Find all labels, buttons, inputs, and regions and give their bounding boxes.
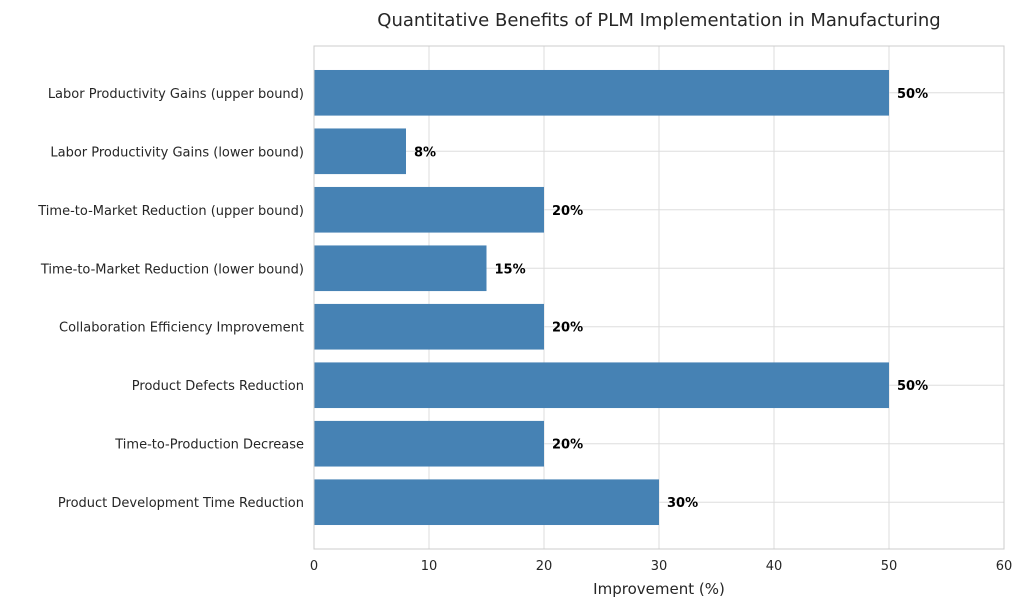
chart-title: Quantitative Benefits of PLM Implementat… xyxy=(377,10,940,31)
data-label: 50% xyxy=(897,87,928,102)
bar xyxy=(314,420,544,467)
x-tick-labels: 0 10 20 30 40 50 60 xyxy=(310,559,1012,574)
x-tick-label: 20 xyxy=(536,559,553,574)
data-label: 20% xyxy=(552,321,583,336)
x-tick-label: 50 xyxy=(881,559,898,574)
x-tick-label: 0 xyxy=(310,559,318,574)
y-tick-label: Labor Productivity Gains (upper bound) xyxy=(48,87,304,102)
data-label: 20% xyxy=(552,438,583,453)
bar xyxy=(314,69,889,116)
data-label: 8% xyxy=(414,145,436,160)
y-tick-label: Product Development Time Reduction xyxy=(58,496,304,511)
data-labels: 50% 8% 20% 15% 20% 50% 20% 30% xyxy=(414,87,928,511)
bar xyxy=(314,303,544,350)
bar xyxy=(314,245,487,292)
x-tick-label: 40 xyxy=(766,559,783,574)
x-axis-label: Improvement (%) xyxy=(593,580,725,598)
y-tick-label: Labor Productivity Gains (lower bound) xyxy=(50,145,304,160)
x-tick-label: 10 xyxy=(421,559,438,574)
bars xyxy=(314,69,889,526)
x-tick-label: 60 xyxy=(996,559,1013,574)
data-label: 50% xyxy=(897,379,928,394)
data-label: 30% xyxy=(667,496,698,511)
bar xyxy=(314,362,889,409)
data-label: 15% xyxy=(495,262,526,277)
y-tick-label: Time-to-Production Decrease xyxy=(114,438,304,453)
grid xyxy=(313,46,1005,549)
x-tick-label: 30 xyxy=(651,559,668,574)
data-label: 20% xyxy=(552,204,583,219)
y-tick-label: Product Defects Reduction xyxy=(132,379,304,394)
y-tick-label: Time-to-Market Reduction (upper bound) xyxy=(37,204,304,219)
y-tick-label: Collaboration Efficiency Improvement xyxy=(59,321,304,336)
y-tick-labels: Labor Productivity Gains (upper bound) La… xyxy=(37,87,304,511)
bar xyxy=(314,186,544,233)
y-tick-label: Time-to-Market Reduction (lower bound) xyxy=(40,262,304,277)
bar xyxy=(314,128,406,175)
plot-frame xyxy=(313,45,1005,550)
bar xyxy=(314,479,659,526)
